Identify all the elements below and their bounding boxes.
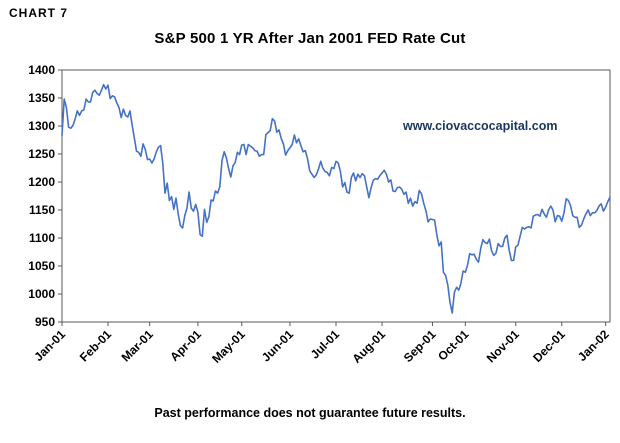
x-axis-tick-label: Oct-01 [435, 327, 472, 364]
x-axis-tick-label: May-01 [209, 327, 248, 366]
y-axis-tick-label: 1000 [28, 287, 55, 301]
chart-title: S&P 500 1 YR After Jan 2001 FED Rate Cut [154, 30, 466, 47]
y-axis-tick-label: 1300 [28, 119, 55, 133]
y-axis-tick-label: 1150 [29, 203, 55, 217]
x-axis-tick-label: Apr-01 [167, 327, 204, 364]
x-axis-tick-label: Nov-01 [484, 327, 522, 365]
y-axis-tick-label: 1400 [28, 63, 55, 77]
x-axis-tick-label: Dec-01 [530, 327, 568, 365]
x-axis-tick-label: Feb-01 [77, 327, 114, 364]
y-axis-tick-label: 1050 [28, 259, 55, 273]
x-axis-tick-label: Sep-01 [401, 327, 439, 365]
y-axis-tick-label: 1350 [28, 91, 55, 105]
x-axis-tick-label: Jul-01 [308, 327, 343, 362]
watermark-text: www.ciovaccocapital.com [403, 119, 558, 133]
x-axis-tick-label: Jan-01 [31, 327, 68, 364]
x-axis-tick-label: Jun-01 [259, 327, 296, 364]
y-axis-tick-label: 1250 [28, 147, 55, 161]
plot-border [61, 69, 611, 323]
y-axis-tick-label: 1100 [29, 231, 55, 245]
disclaimer-text: Past performance does not guarantee futu… [154, 406, 466, 420]
x-axis-tick-label: Aug-01 [349, 327, 388, 366]
sp500-series-line [61, 83, 611, 314]
x-axis-tick-label: Mar-01 [119, 327, 156, 364]
y-axis-tick-label: 950 [35, 315, 55, 329]
y-axis-tick-label: 1200 [28, 175, 55, 189]
chart-number-label: CHART 7 [9, 6, 69, 20]
x-axis-tick-label: Jan-02 [575, 327, 612, 364]
